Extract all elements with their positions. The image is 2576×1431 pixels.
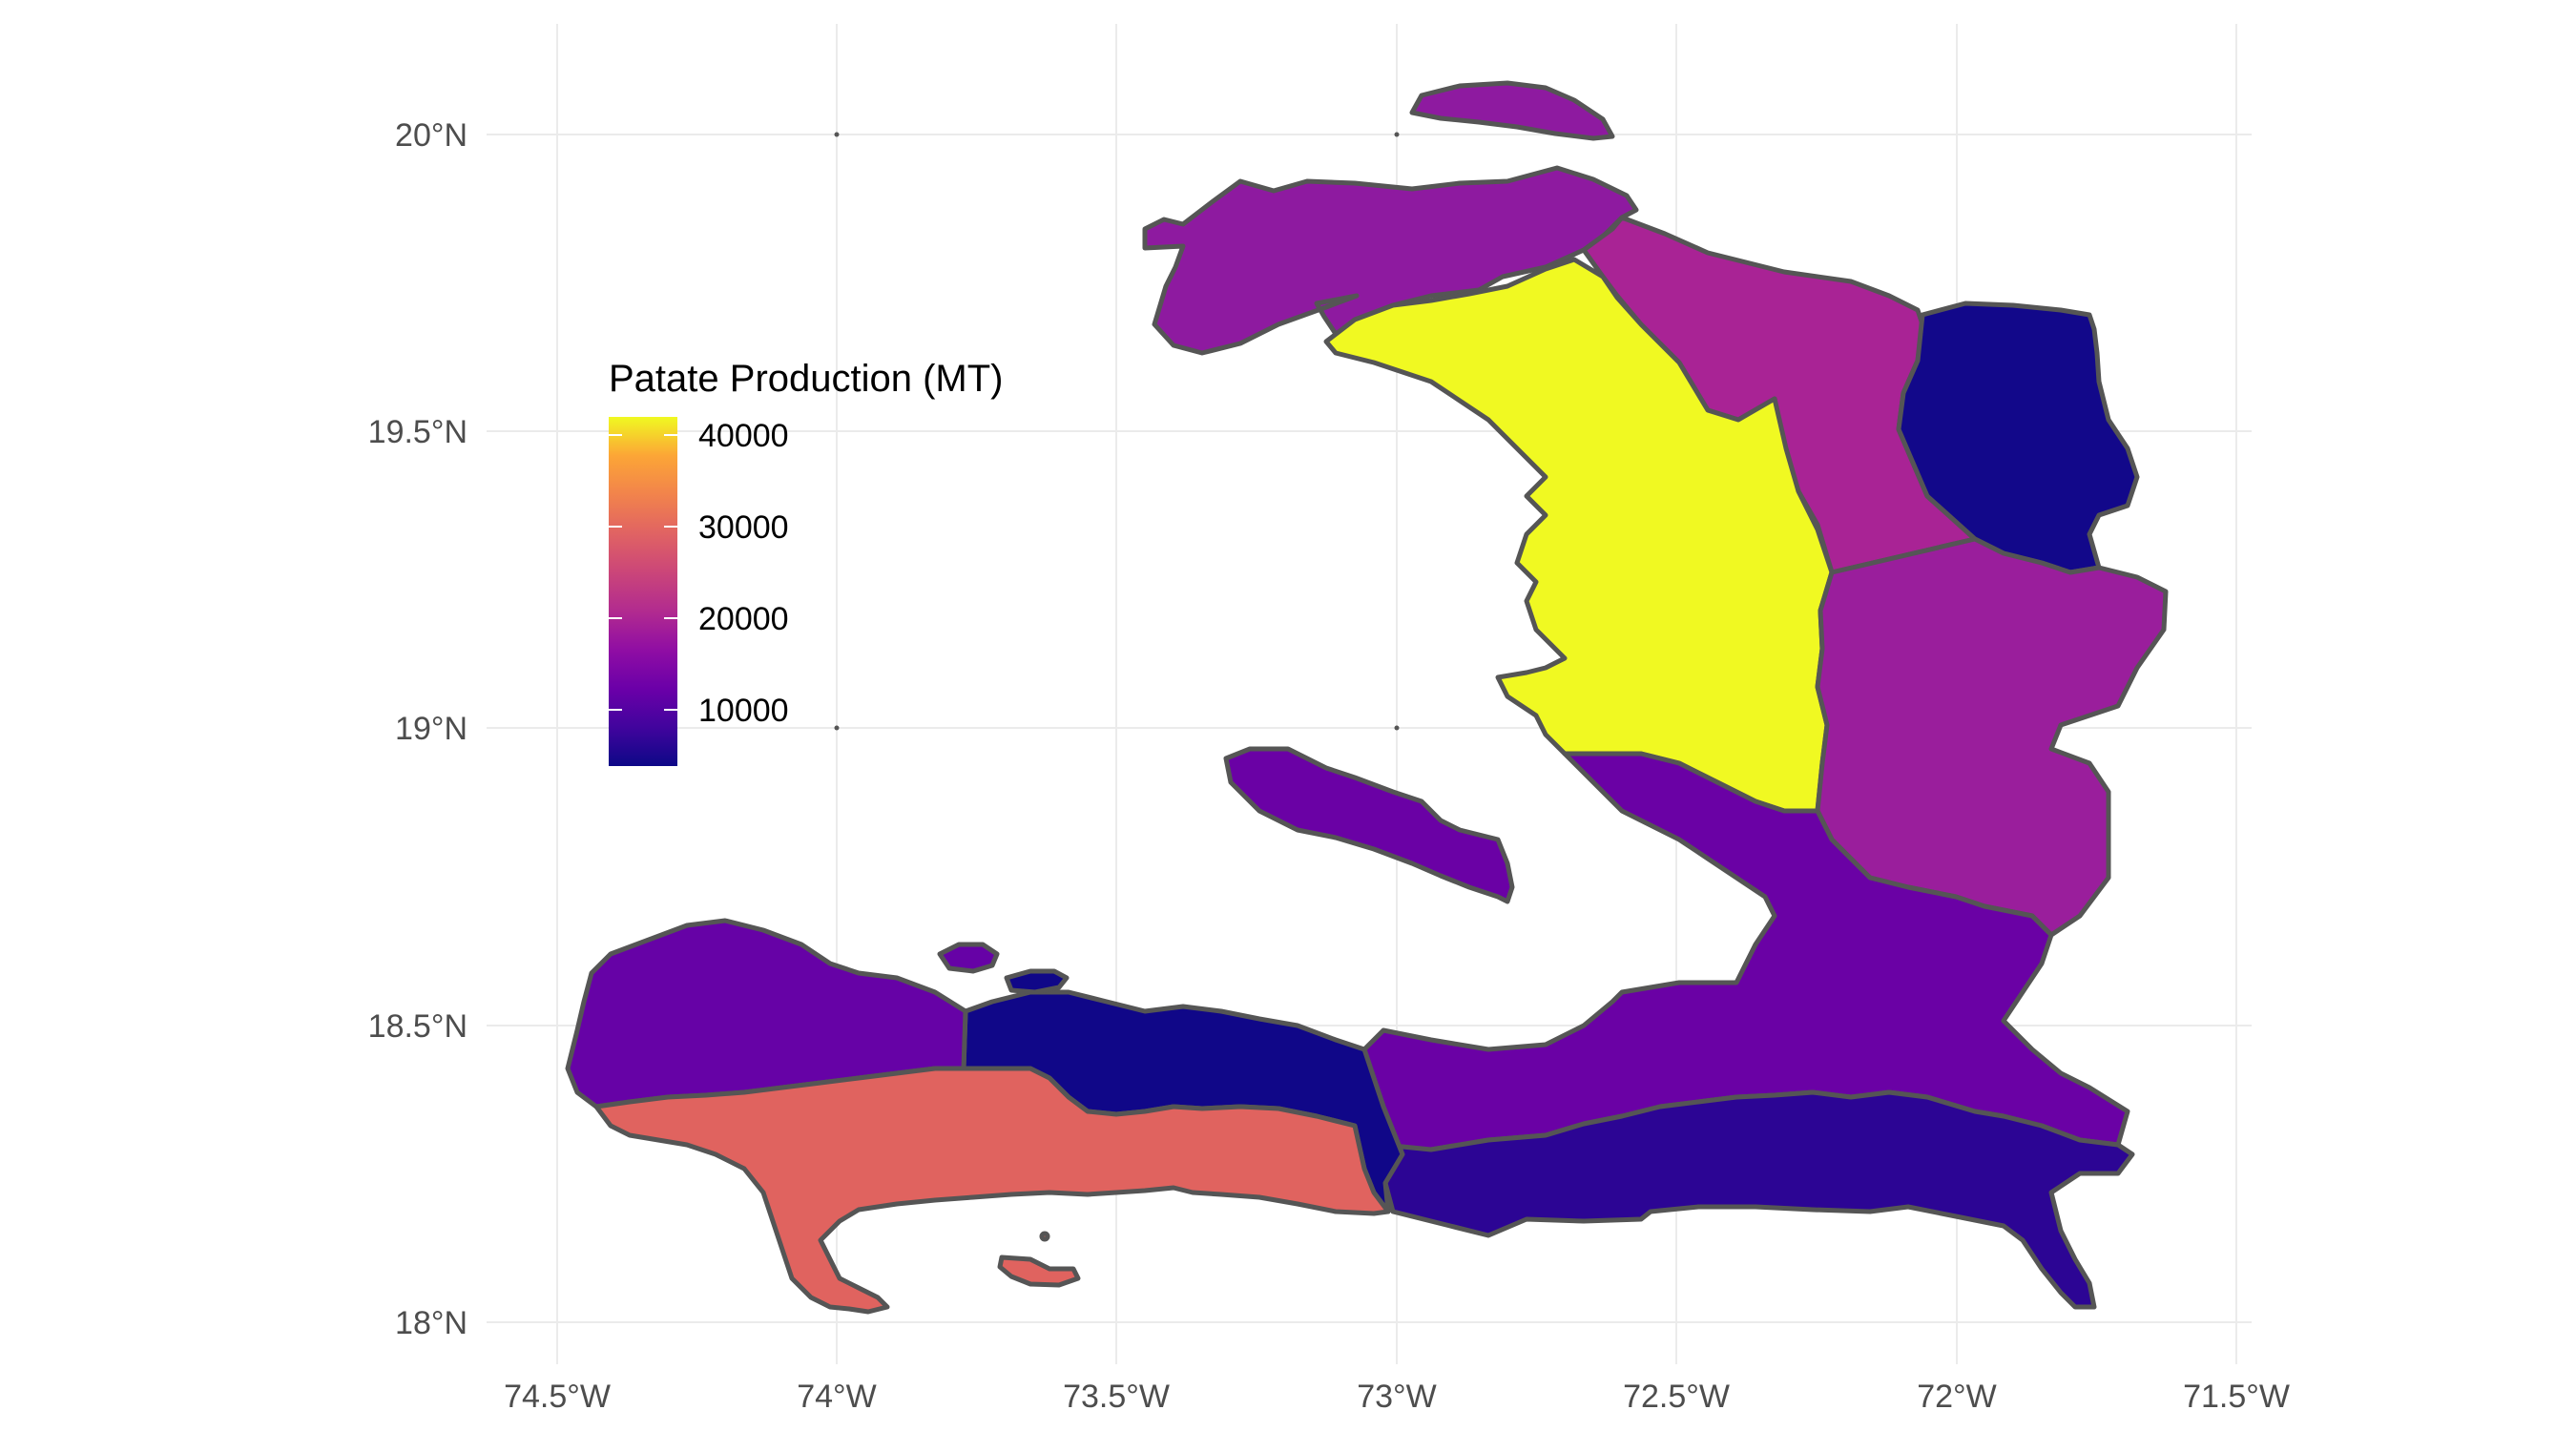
region-sud-est xyxy=(1381,1089,2135,1310)
x-tick-label: 74.5°W xyxy=(504,1379,611,1415)
island-gonave xyxy=(1223,746,1515,904)
island-ile-a-vache xyxy=(997,1255,1081,1288)
legend-ticks xyxy=(609,434,677,711)
x-axis-tick-labels: 74.5°W 74°W 73.5°W 73°W 72.5°W 72°W 71.5… xyxy=(504,1379,2290,1415)
x-tick-label: 72°W xyxy=(1917,1379,1997,1415)
legend-title: Patate Production (MT) xyxy=(609,358,1004,400)
legend-label: 30000 xyxy=(698,509,789,546)
islands xyxy=(937,80,1615,1288)
islet xyxy=(1039,1231,1050,1242)
island-cayemites-west xyxy=(937,942,1000,974)
legend-label: 10000 xyxy=(698,693,789,729)
x-tick-label: 73.5°W xyxy=(1063,1379,1170,1415)
island-tortuga xyxy=(1409,80,1615,141)
stray-point xyxy=(1394,725,1400,731)
stray-point xyxy=(1394,132,1400,137)
x-tick-label: 71.5°W xyxy=(2183,1379,2290,1415)
stray-point xyxy=(834,132,840,137)
x-tick-label: 72.5°W xyxy=(1623,1379,1730,1415)
departments xyxy=(565,165,2169,1315)
region-nord-ouest xyxy=(1142,165,1639,356)
y-tick-label: 19.5°N xyxy=(368,414,467,450)
legend-label: 40000 xyxy=(698,418,789,454)
x-tick-label: 74°W xyxy=(797,1379,877,1415)
y-tick-label: 18°N xyxy=(395,1305,467,1341)
region-centre xyxy=(1815,536,2169,938)
legend-colorbar xyxy=(609,417,677,766)
y-tick-label: 19°N xyxy=(395,711,467,747)
stray-point xyxy=(834,725,840,731)
y-tick-label: 20°N xyxy=(395,117,467,154)
legend: Patate Production (MT) 40000 30000 20000… xyxy=(609,358,1004,766)
region-nord-est xyxy=(1896,301,2140,575)
y-tick-label: 18.5°N xyxy=(368,1008,467,1045)
x-tick-label: 73°W xyxy=(1357,1379,1437,1415)
island-cayemites-east xyxy=(1004,968,1070,995)
y-axis-tick-labels: 20°N 19.5°N 19°N 18.5°N 18°N xyxy=(368,117,467,1341)
legend-label: 20000 xyxy=(698,601,789,637)
region-sud xyxy=(593,1066,1391,1315)
stray-points xyxy=(834,132,1400,731)
